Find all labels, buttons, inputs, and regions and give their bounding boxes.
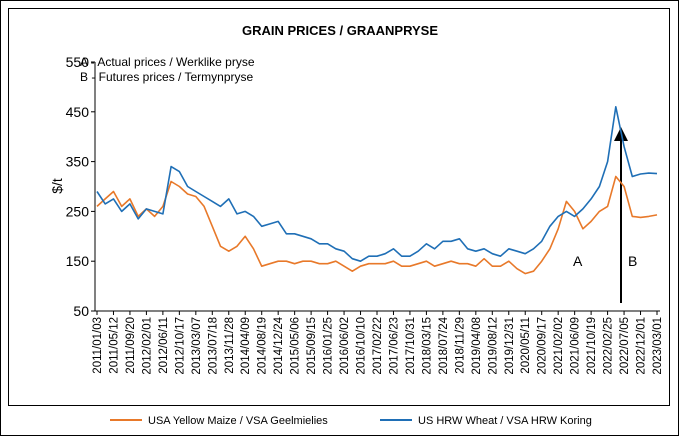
- x-tick-label: 2011/01/03: [92, 317, 104, 374]
- x-tick-label: 2022/07/05: [619, 317, 631, 375]
- x-tick-label: 2014/08/19: [257, 317, 269, 375]
- x-tick-label: 2018/11/29: [454, 317, 466, 374]
- plot-frame: [8, 8, 670, 406]
- x-tick-label: 2021/02/02: [553, 317, 565, 375]
- x-tick-label: 2022/02/25: [603, 317, 615, 375]
- chart-title: GRAIN PRICES / GRAANPRYSE: [242, 23, 438, 38]
- y-tick-label: 450: [66, 104, 90, 120]
- series-line: [96, 106, 658, 262]
- annotation: B - Futures prices / Termynpryse: [80, 70, 253, 84]
- x-tick-label: 2012/06/11: [158, 317, 170, 374]
- x-tick-label: 2018/07/24: [438, 316, 450, 374]
- y-tick-label: 550: [66, 54, 90, 70]
- x-tick-label: 2022/12/01: [636, 317, 648, 375]
- x-tick-label: 2017/02/22: [372, 317, 384, 375]
- x-tick-label: 2018/03/15: [421, 317, 433, 375]
- x-tick-label: 2013/03/07: [191, 317, 203, 375]
- annotation: A - Actual prices / Werklike pryse: [80, 55, 255, 69]
- annotation: B: [628, 253, 637, 269]
- x-tick-label: 2016/06/02: [339, 317, 351, 375]
- x-tick-label: 2015/05/06: [290, 317, 302, 375]
- x-tick-label: 2017/10/31: [405, 317, 417, 375]
- x-tick-label: 2015/09/15: [306, 317, 318, 375]
- y-axis-label: $/t: [49, 178, 65, 194]
- x-tick-label: 2023/03/01: [652, 317, 664, 375]
- x-tick-label: 2020/09/17: [537, 317, 549, 375]
- x-tick-label: 2019/04/08: [471, 317, 483, 375]
- x-tick-label: 2016/01/25: [323, 317, 335, 375]
- x-tick-label: 2013/07/18: [207, 317, 219, 375]
- x-tick-label: 2019/12/31: [504, 317, 516, 375]
- legend-label: USA Yellow Maize / VSA Geelmielies: [148, 415, 328, 427]
- x-tick-label: 2014/12/24: [273, 316, 285, 374]
- x-tick-label: 2021/06/09: [570, 317, 582, 375]
- y-tick-label: 150: [66, 253, 90, 269]
- x-tick-label: 2014/04/09: [240, 317, 252, 375]
- x-tick-label: 2011/09/20: [125, 317, 137, 374]
- x-tick-label: 2011/05/12: [108, 317, 120, 374]
- x-tick-label: 2017/06/23: [388, 317, 400, 375]
- x-tick-label: 2016/10/10: [356, 317, 368, 375]
- y-tick-label: 250: [66, 203, 90, 219]
- x-tick-label: 2020/05/11: [520, 317, 532, 374]
- y-tick-label: 50: [73, 303, 89, 319]
- legend-label: US HRW Wheat / VSA HRW Koring: [418, 415, 592, 427]
- x-tick-label: 2021/10/19: [586, 317, 598, 375]
- x-tick-label: 2013/11/28: [224, 317, 236, 374]
- y-tick-label: 350: [66, 154, 90, 170]
- annotation: A: [573, 253, 583, 269]
- x-tick-label: 2012/10/17: [174, 317, 186, 375]
- series-line: [96, 175, 658, 275]
- x-tick-label: 2019/08/12: [487, 317, 499, 375]
- x-tick-label: 2012/02/01: [141, 317, 153, 375]
